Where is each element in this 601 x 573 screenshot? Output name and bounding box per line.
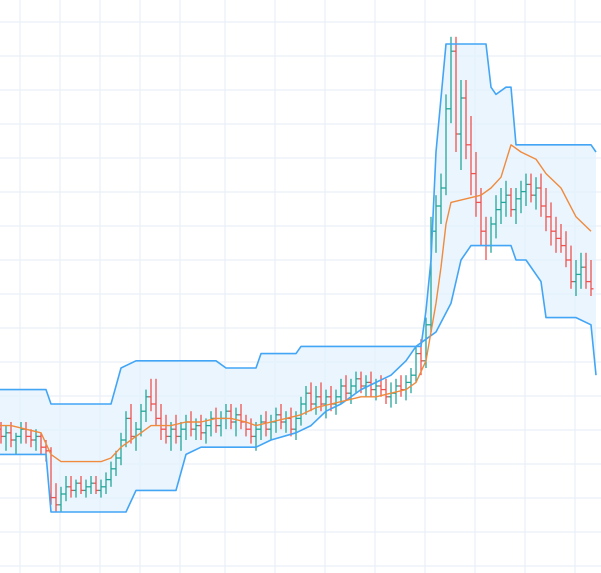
ohlc-bar bbox=[168, 422, 174, 451]
ohlc-bar bbox=[398, 375, 404, 397]
ohlc-bar bbox=[478, 188, 484, 246]
ohlc-bar bbox=[253, 422, 259, 451]
ohlc-bar bbox=[298, 396, 304, 426]
ohlc-bar bbox=[228, 404, 234, 430]
ohlc-bar bbox=[303, 386, 309, 415]
ohlc-bar bbox=[528, 173, 534, 203]
ohlc-bar bbox=[138, 404, 144, 437]
ohlc-bar bbox=[128, 404, 134, 444]
ohlc-bar bbox=[438, 173, 444, 224]
ohlc-bar bbox=[313, 386, 319, 415]
ohlc-bar bbox=[518, 180, 524, 214]
ohlc-bar bbox=[198, 414, 204, 440]
ohlc-bar bbox=[433, 195, 439, 253]
ohlc-bar bbox=[248, 418, 254, 444]
ohlc-bar bbox=[338, 378, 344, 404]
ohlc-bar bbox=[143, 389, 149, 422]
ohlc-bar bbox=[503, 180, 509, 217]
ohlc-bar bbox=[123, 411, 129, 448]
ohlc-bar bbox=[353, 371, 359, 394]
ohlc-bar bbox=[568, 245, 574, 289]
ohlc-bar bbox=[88, 476, 94, 494]
ohlc-bar bbox=[578, 252, 584, 289]
ohlc-bar bbox=[493, 195, 499, 239]
ohlc-bar bbox=[448, 36, 454, 124]
ohlc-bar bbox=[548, 202, 554, 246]
ohlc-bar bbox=[468, 116, 474, 196]
ohlc-bar bbox=[53, 483, 59, 512]
ohlc-bar bbox=[3, 425, 9, 451]
ohlc-bar bbox=[583, 252, 589, 289]
ohlc-bar bbox=[73, 479, 79, 498]
ohlc-bar bbox=[408, 368, 414, 394]
middle-band-line bbox=[0, 144, 592, 463]
ohlc-bar bbox=[113, 450, 119, 476]
ohlc-bar bbox=[233, 407, 239, 437]
ohlc-bar bbox=[13, 432, 19, 455]
ohlc-bar bbox=[178, 422, 184, 451]
price-channel bbox=[0, 44, 596, 512]
ohlc-bar bbox=[383, 378, 389, 404]
ohlc-bar bbox=[378, 375, 384, 397]
ohlc-bar bbox=[58, 486, 64, 512]
ohlc-bar bbox=[543, 188, 549, 232]
ohlc-bar bbox=[148, 378, 154, 412]
ohlc-bar bbox=[38, 432, 44, 455]
ohlc-bar bbox=[538, 173, 544, 217]
ohlc-bar bbox=[553, 216, 559, 253]
ohlc-bar bbox=[458, 80, 464, 170]
ohlc-bar bbox=[563, 231, 569, 268]
ohlc-bar bbox=[308, 382, 314, 412]
ohlc-bar bbox=[533, 177, 539, 210]
ohlc-bar bbox=[108, 461, 114, 487]
ohlc-bar bbox=[463, 80, 469, 160]
ohlc-bar bbox=[443, 94, 449, 196]
ohlc-bar bbox=[93, 476, 99, 494]
ohlc-bar bbox=[28, 429, 34, 448]
channel-fill bbox=[0, 44, 596, 512]
ohlc-bar bbox=[508, 188, 514, 217]
ohlc-bar bbox=[513, 188, 519, 224]
upper-channel-line bbox=[0, 43, 597, 405]
ohlc-bar bbox=[473, 152, 479, 217]
ohlc-bar bbox=[68, 476, 74, 498]
ohlc-bar bbox=[588, 260, 594, 296]
ohlc-bar bbox=[523, 173, 529, 206]
ohlc-bar bbox=[153, 378, 159, 426]
ohlc-bar bbox=[498, 188, 504, 224]
ohlc-bar bbox=[103, 472, 109, 494]
ohlc-bar bbox=[33, 429, 39, 451]
lower-channel-line bbox=[0, 244, 597, 513]
ohlc-bar bbox=[258, 414, 264, 440]
ohlc-bar bbox=[173, 414, 179, 444]
ohlc-bar bbox=[63, 476, 69, 502]
ohlc-bar bbox=[453, 36, 459, 152]
ohlc-bar bbox=[413, 346, 419, 383]
ohlc-bar bbox=[83, 479, 89, 498]
ohlc-bar bbox=[558, 224, 564, 253]
ohlc-bar bbox=[118, 432, 124, 466]
channel-lines bbox=[0, 43, 597, 513]
ohlc-bar bbox=[323, 389, 329, 419]
ohlc-bar bbox=[388, 382, 394, 408]
ohlc-bar bbox=[163, 414, 169, 444]
ohlc-bar bbox=[158, 404, 164, 440]
ohlc-bar bbox=[98, 479, 104, 498]
ohlc-bar bbox=[203, 418, 209, 444]
ohlc-bar bbox=[363, 375, 369, 397]
ohlc-bar bbox=[573, 260, 579, 296]
ohlc-bar bbox=[343, 375, 349, 401]
ohlc-bar bbox=[78, 476, 84, 494]
ohlc-bar bbox=[278, 404, 284, 430]
